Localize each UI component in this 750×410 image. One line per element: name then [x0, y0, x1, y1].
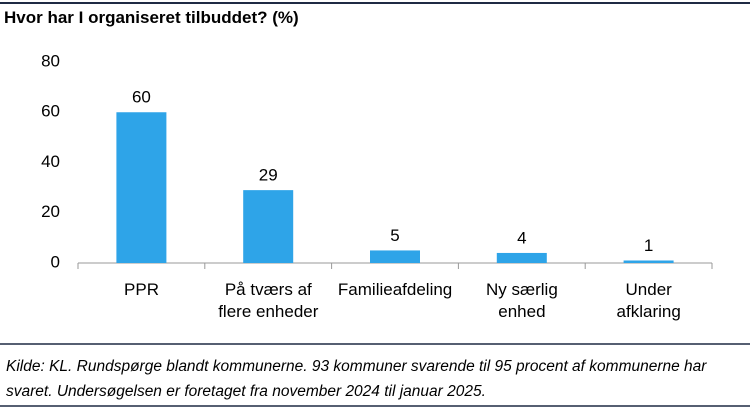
- value-label: 29: [259, 166, 278, 185]
- x-tick-label: Ny særlig enhed: [485, 280, 558, 321]
- bar: [496, 252, 547, 263]
- bar: [243, 190, 294, 263]
- y-tick-label: 20: [41, 202, 60, 221]
- value-label: 4: [517, 228, 526, 247]
- value-label: 5: [390, 226, 399, 245]
- y-tick-label: 40: [41, 152, 60, 171]
- value-label: 60: [132, 88, 151, 107]
- bar: [116, 112, 167, 263]
- x-tick-label: Familieafdeling: [337, 280, 453, 299]
- x-tick-label: PPR: [124, 280, 159, 299]
- x-tick-label: På tværs af flere enheder: [218, 280, 319, 321]
- y-tick-label: 0: [51, 252, 60, 271]
- source-note: Kilde: KL. Rundspørge blandt kommunerne.…: [6, 358, 707, 400]
- x-tick-label: Under afklaring: [616, 280, 681, 321]
- y-tick-label: 80: [41, 51, 60, 70]
- y-tick-label: 60: [41, 102, 60, 121]
- bar: [623, 260, 674, 263]
- chart-title: Hvor har I organiseret tilbuddet? (%): [4, 8, 299, 27]
- bar: [370, 250, 420, 263]
- value-label: 1: [644, 236, 653, 255]
